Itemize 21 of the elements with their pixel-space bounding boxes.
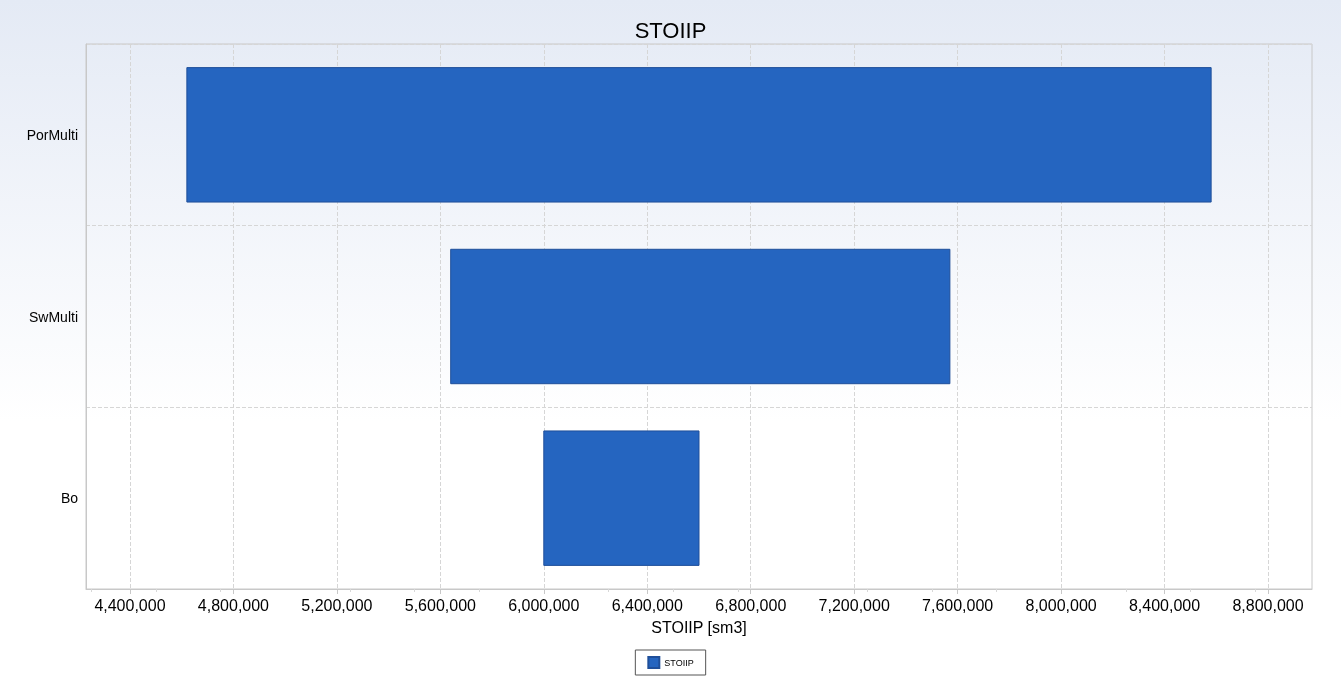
- x-tick-label: 5,600,000: [404, 596, 477, 614]
- bar: [186, 67, 1212, 203]
- x-axis-title: STOIIP [sm3]: [651, 618, 747, 636]
- x-tick-label: 7,200,000: [818, 596, 890, 614]
- x-tick-label: 8,400,000: [1128, 596, 1201, 614]
- x-tick-label: 5,200,000: [301, 596, 373, 614]
- x-tick-label: 7,600,000: [922, 596, 994, 614]
- x-tick-label: 6,800,000: [715, 596, 787, 614]
- x-tick-label: 6,400,000: [611, 596, 683, 614]
- x-tick-label: 4,800,000: [197, 596, 270, 614]
- x-tick-label: 4,400,000: [94, 596, 166, 614]
- legend-label: STOIIP: [664, 657, 694, 668]
- chart-title: STOIIP: [634, 17, 707, 43]
- bar: [543, 430, 700, 566]
- y-tick-label: PorMulti: [26, 126, 78, 143]
- x-tick-label: 8,000,000: [1025, 596, 1097, 614]
- x-tick-label: 6,000,000: [508, 596, 580, 614]
- bar: [450, 248, 951, 385]
- y-tick-label: SwMulti: [28, 308, 78, 325]
- y-tick-label: Bo: [60, 490, 79, 507]
- x-tick-label: 8,800,000: [1232, 596, 1304, 614]
